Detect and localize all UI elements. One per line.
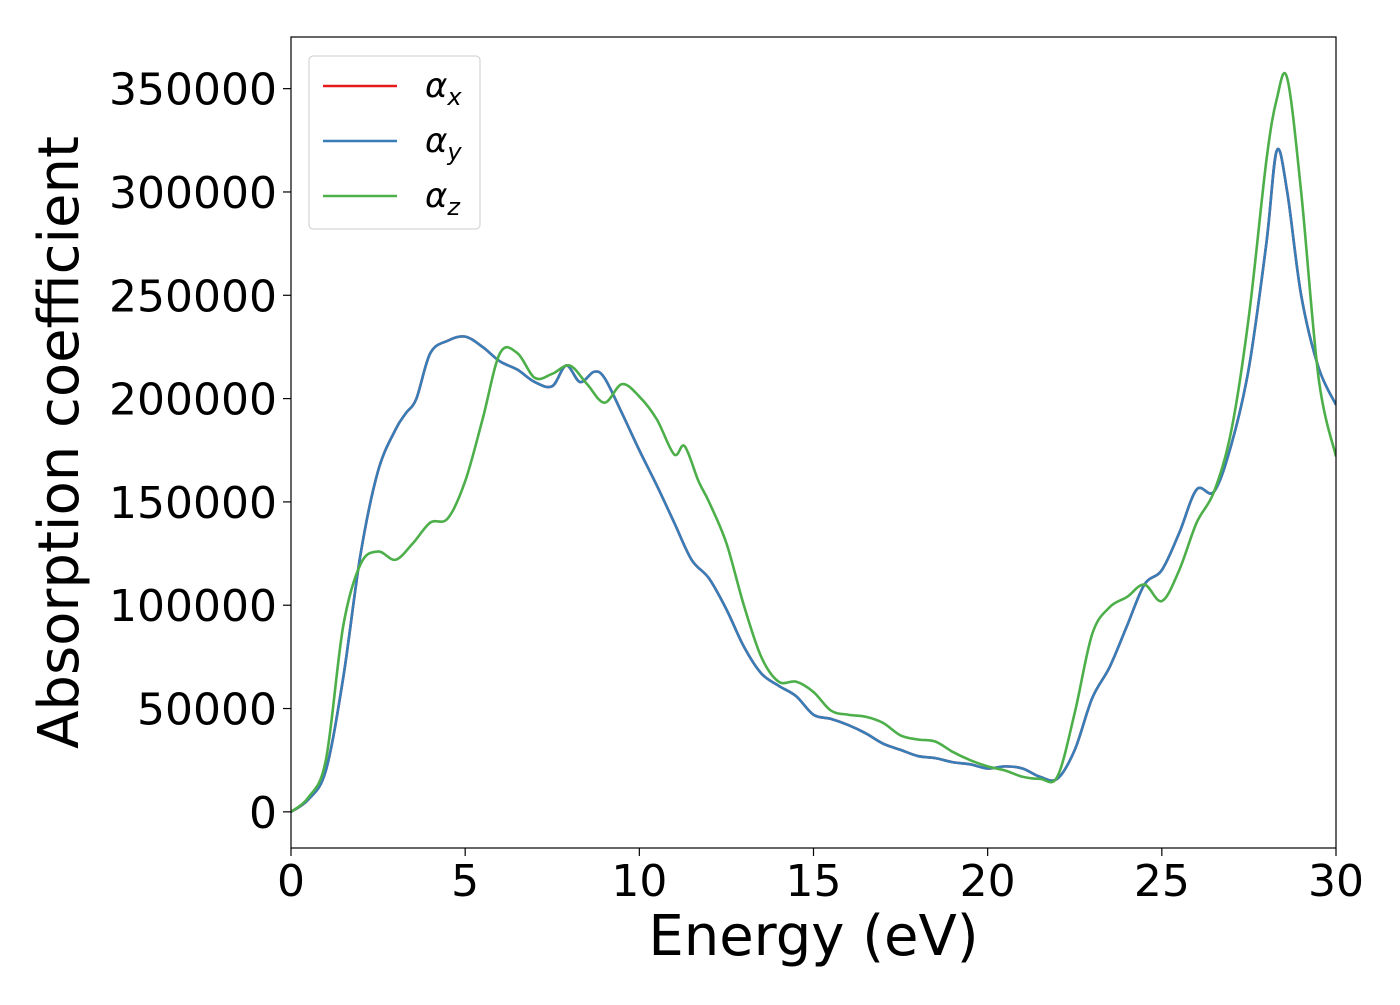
x-tick-label: 10 [611, 856, 667, 907]
legend-item-x: αx [323, 66, 462, 111]
x-tick-label: 20 [960, 856, 1016, 907]
y-tick-label: 0 [249, 788, 277, 839]
y-tick-label: 150000 [109, 478, 277, 529]
series-line-x [291, 147, 1336, 813]
legend-label: αy [425, 121, 462, 166]
legend-label: αx [425, 66, 462, 111]
legend-item-y: αy [323, 121, 462, 166]
y-tick-label: 250000 [109, 271, 277, 322]
series-line-z [291, 71, 1336, 813]
series-layer [291, 71, 1336, 813]
legend-label-subscript: x [446, 83, 462, 111]
legend-label-greek: α [425, 66, 447, 106]
y-tick-label: 50000 [137, 685, 277, 736]
y-axis-title: Absorption coefficient [27, 136, 92, 749]
series-line-y [291, 147, 1336, 813]
x-axis-ticks: 0 5 10 15 20 25 30 [277, 848, 1364, 907]
legend-label-subscript: z [446, 193, 461, 221]
y-axis-ticks: 0 50000 100000 150000 200000 250000 300000 3500… [109, 65, 291, 839]
x-tick-label: 15 [786, 856, 842, 907]
x-axis-title: Energy (eV) [648, 904, 978, 969]
y-tick-label: 350000 [109, 65, 277, 116]
x-tick-label: 5 [451, 856, 479, 907]
legend-item-z: αz [323, 176, 461, 221]
legend-box [308, 55, 481, 230]
x-tick-label: 0 [277, 856, 305, 907]
legend-label-greek: α [425, 176, 447, 216]
legend-label-subscript: y [446, 138, 462, 166]
legend-label-greek: α [425, 121, 447, 161]
y-tick-label: 100000 [109, 581, 277, 632]
y-tick-label: 300000 [109, 168, 277, 219]
x-tick-label: 30 [1308, 856, 1364, 907]
x-tick-label: 25 [1134, 856, 1190, 907]
legend-label: αz [425, 176, 461, 221]
y-tick-label: 200000 [109, 375, 277, 426]
